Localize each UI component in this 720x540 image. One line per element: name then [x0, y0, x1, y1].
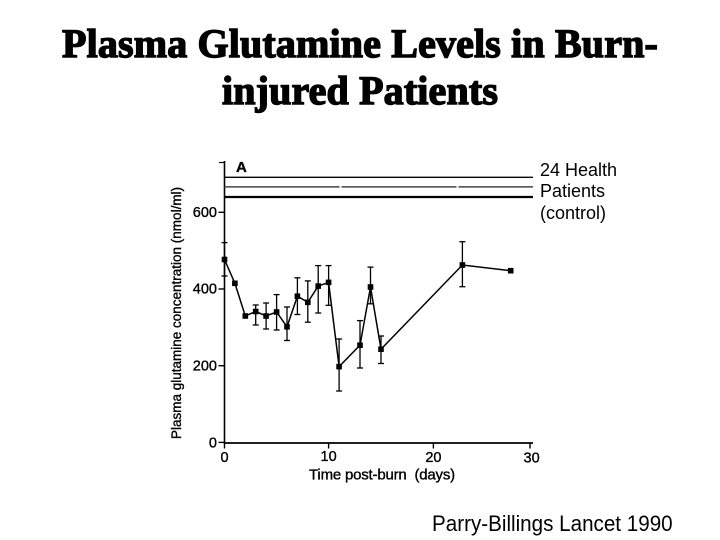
svg-text:30: 30: [524, 451, 540, 467]
svg-text:200: 200: [193, 358, 217, 374]
svg-text:600: 600: [193, 205, 217, 221]
svg-text:Plasma glutamine concentration: Plasma glutamine concentration (nmol/ml): [169, 187, 184, 439]
svg-text:20: 20: [425, 450, 441, 466]
svg-text:0: 0: [220, 450, 228, 466]
svg-text:0: 0: [209, 436, 217, 452]
svg-text:400: 400: [193, 282, 217, 298]
svg-text:10: 10: [321, 449, 337, 465]
svg-text:Time post-burn (days): Time post-burn (days): [309, 467, 455, 484]
svg-text:A: A: [236, 159, 247, 176]
